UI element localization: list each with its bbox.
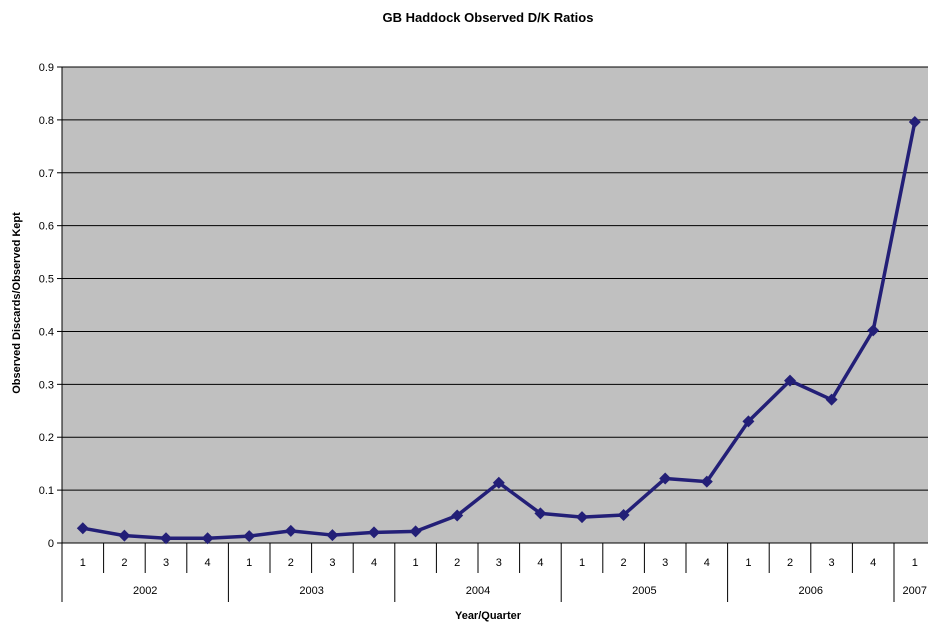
data-point (160, 532, 172, 545)
plot-area (62, 67, 928, 543)
y-tick-label: 0.1 (39, 485, 54, 497)
data-point (617, 508, 630, 521)
y-tick-label: 0.7 (39, 168, 54, 180)
y-axis-title: Observed Discards/Observed Kept (11, 212, 23, 394)
chart-title: GB Haddock Observed D/K Ratios (383, 10, 594, 25)
data-point (451, 509, 464, 522)
data-point (867, 324, 880, 337)
x-tick-label-quarter: 4 (371, 557, 377, 569)
data-point (492, 476, 505, 489)
x-tick-label-quarter: 4 (205, 557, 211, 569)
data-point (908, 116, 921, 129)
x-axis: 1 2 3 4 1 2 3 4 1 2 3 4 1 2 3 4 1 2 3 4 1 2002 2003 2004 2005 200… (61, 542, 928, 602)
data-point (284, 524, 297, 537)
x-tick-label-quarter: 3 (662, 557, 668, 569)
data-point (700, 475, 713, 488)
x-tick-label-quarter: 1 (912, 557, 918, 569)
y-tick-label: 0.6 (39, 221, 54, 233)
x-axis-title: Year/Quarter (455, 610, 522, 622)
y-tick-label: 0.4 (39, 326, 54, 338)
x-tick-label-quarter: 1 (579, 557, 585, 569)
y-axis: 0 0.1 0.2 0.3 0.4 0.5 0.6 0.7 0.8 0.9 (39, 62, 63, 550)
x-tick-label-quarter: 2 (787, 557, 793, 569)
x-tick-label-quarter: 2 (454, 557, 460, 569)
x-tick-label-quarter: 1 (246, 557, 252, 569)
x-tick-label-year: 2007 (903, 585, 927, 597)
x-tick-label-quarter: 1 (80, 557, 86, 569)
x-tick-label-year: 2004 (466, 585, 490, 597)
x-tick-label-quarter: 2 (621, 557, 627, 569)
x-tick-label-year: 2002 (133, 585, 157, 597)
y-tick-label: 0.3 (39, 379, 54, 391)
x-tick-label-year: 2006 (799, 585, 823, 597)
data-point (409, 525, 422, 538)
data-point (118, 529, 131, 542)
data-point (659, 472, 672, 485)
x-tick-label-quarter: 4 (870, 557, 876, 569)
x-tick-label-year: 2005 (632, 585, 656, 597)
x-tick-label-quarter: 3 (163, 557, 169, 569)
x-tick-label-quarter: 2 (288, 557, 294, 569)
data-point (825, 393, 838, 406)
x-tick-label-quarter: 4 (537, 557, 543, 569)
data-point (742, 415, 755, 428)
data-point (576, 511, 588, 524)
x-tick-label-quarter: 1 (745, 557, 751, 569)
y-tick-label: 0 (48, 538, 54, 550)
x-tick-label-quarter: 3 (496, 557, 502, 569)
x-tick-label-quarter: 4 (704, 557, 710, 569)
data-point (326, 529, 339, 542)
x-tick-label-year: 2003 (299, 585, 323, 597)
data-point (784, 374, 796, 387)
data-series (76, 116, 921, 545)
x-tick-label-quarter: 2 (121, 557, 127, 569)
data-point (201, 532, 214, 545)
x-tick-label-quarter: 3 (829, 557, 835, 569)
x-tick-label-quarter: 3 (329, 557, 335, 569)
data-point (534, 507, 547, 520)
x-tick-label-quarter: 1 (413, 557, 419, 569)
y-tick-label: 0.2 (39, 432, 54, 444)
data-point (76, 522, 89, 535)
data-point (368, 526, 380, 539)
gridlines (62, 66, 928, 544)
y-tick-label: 0.5 (39, 274, 54, 286)
data-point (243, 530, 256, 543)
y-tick-label: 0.8 (39, 115, 54, 127)
y-tick-label: 0.9 (39, 62, 54, 74)
